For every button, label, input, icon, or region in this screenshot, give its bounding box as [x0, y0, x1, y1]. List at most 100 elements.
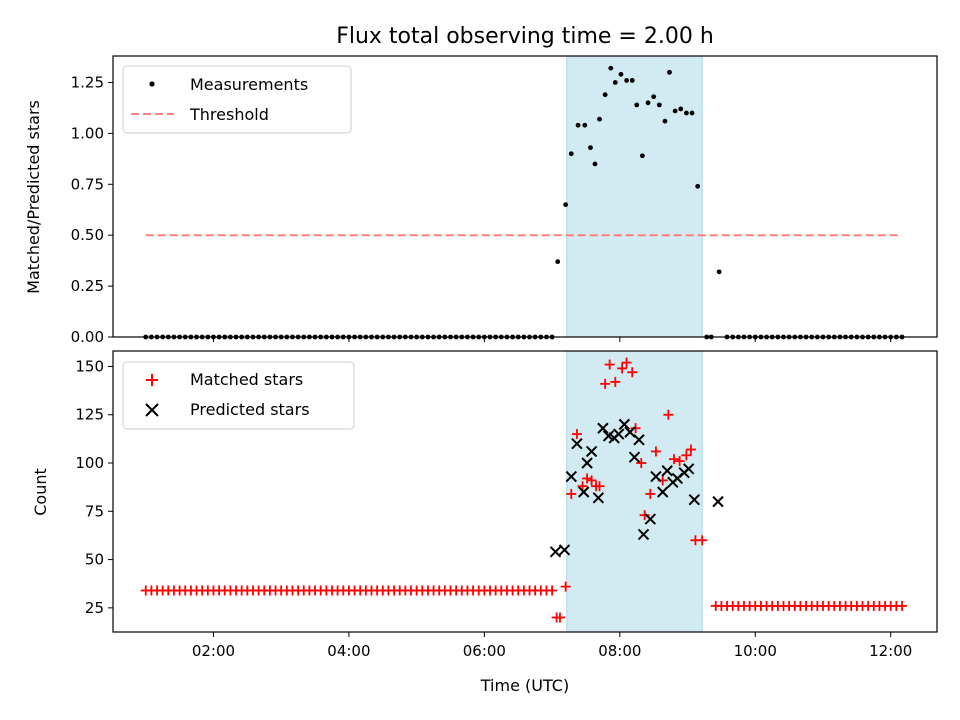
predicted-star-point — [657, 486, 669, 498]
measurement-point — [612, 80, 618, 85]
predicted-star-point — [612, 428, 625, 440]
matched-star-point — [582, 473, 593, 484]
predicted-star-point — [592, 492, 605, 504]
y-tick-label: 1.00 — [71, 124, 104, 142]
matched-star-point — [560, 581, 571, 592]
matched-star-point — [668, 454, 679, 465]
panel2-frame — [112, 350, 938, 633]
measurement-point — [689, 110, 695, 116]
measurement-point — [563, 202, 569, 208]
measurement-point — [575, 122, 581, 128]
matched-star-point — [650, 446, 661, 457]
matched-star-point — [681, 450, 692, 461]
predicted-legend-marker — [145, 403, 159, 417]
matched-star-point — [554, 612, 565, 623]
measurement-point — [588, 145, 593, 151]
predicted-legend-label: Predicted stars — [190, 400, 310, 419]
measurement-point — [608, 65, 614, 71]
x-tick-label: 06:00 — [463, 642, 506, 660]
panel1-frame — [112, 55, 938, 338]
predicted-star-point — [637, 528, 650, 541]
measurement-point — [716, 269, 722, 275]
matched-star-point — [621, 357, 632, 368]
matched-star-point — [897, 600, 908, 611]
matched-star-point — [663, 409, 674, 420]
measurement-point — [555, 259, 561, 265]
predicted-star-point — [633, 434, 645, 446]
matched-star-point — [610, 376, 621, 387]
y-tick-label: 150 — [75, 357, 104, 375]
measurement-point — [624, 78, 629, 83]
observing-window-band-lower — [566, 351, 703, 632]
measurement-point — [695, 183, 701, 189]
observing-window-rect — [566, 56, 703, 337]
matched-star-point — [639, 510, 650, 521]
y-tick-label: 1.25 — [71, 73, 104, 91]
matched-star-point — [571, 429, 582, 440]
y-tick-label: 25 — [85, 599, 104, 617]
measurement-point — [602, 92, 608, 98]
x-tick-label: 02:00 — [192, 642, 235, 660]
observing-window-rect — [566, 351, 703, 632]
panel1-legend-box — [122, 65, 352, 134]
measurement-point — [582, 122, 588, 128]
chart-title: Flux total observing time = 2.00 h — [336, 24, 714, 49]
predicted-star-point — [712, 495, 724, 508]
matched-star-point — [547, 585, 558, 596]
predicted-star-point — [577, 486, 590, 498]
measurement-point — [592, 161, 598, 167]
matched-star-point — [697, 535, 708, 546]
predicted-star-point — [549, 546, 562, 558]
predicted-star-point — [565, 470, 577, 483]
matched-star-point — [636, 458, 647, 469]
panel2-data — [140, 357, 908, 623]
panel2-xlabel: Time (UTC) — [480, 676, 569, 695]
matched-star-point — [645, 488, 656, 499]
x-tick-label: 04:00 — [327, 642, 370, 660]
measurement-point — [645, 100, 651, 106]
measurement-point — [651, 94, 657, 100]
measurement-point — [618, 71, 624, 77]
measurement-point — [639, 153, 645, 159]
matched-legend-marker — [146, 374, 158, 386]
matched-star-point — [594, 481, 605, 492]
predicted-star-point — [624, 426, 636, 438]
measurement-point — [678, 106, 684, 112]
panel2-ticks: 25 50 75 100 125 150 02:00 04:00 06:00 08:00 10:00… — [75, 357, 912, 660]
matched-star-point — [685, 444, 696, 455]
matched-legend-label: Matched stars — [190, 370, 303, 389]
y-tick-label: 125 — [75, 406, 104, 424]
measurement-point — [597, 116, 602, 122]
x-tick-label: 10:00 — [734, 642, 777, 660]
panel1-ticks: 0.00 0.25 0.50 0.75 1.00 1.25 — [71, 73, 892, 346]
predicted-star-point — [661, 465, 673, 477]
measurement-point — [568, 151, 574, 157]
measurement-point — [634, 102, 640, 108]
measurement-point — [656, 102, 662, 108]
predicted-star-point — [650, 470, 662, 483]
matched-star-point — [566, 488, 577, 499]
predicted-star-point — [558, 544, 571, 556]
measurement-point — [684, 110, 689, 116]
predicted-star-point — [581, 457, 593, 469]
measurement-point — [667, 69, 672, 75]
panel1-ylabel: Matched/Predicted stars — [24, 100, 43, 294]
x-tick-label: 12:00 — [869, 642, 912, 660]
threshold-legend-label: Threshold — [189, 105, 269, 124]
measurements-panel: 0.00 0.25 0.50 0.75 1.00 1.25 Matched/Predict… — [24, 55, 938, 346]
x-tick-label: 08:00 — [598, 642, 641, 660]
predicted-star-point — [688, 494, 701, 506]
y-tick-label: 0.25 — [71, 277, 104, 295]
matched-star-point — [674, 456, 685, 467]
predicted-star-point — [682, 463, 695, 475]
matched-star-point — [586, 475, 597, 486]
predicted-star-point — [628, 451, 641, 463]
matched-star-point — [604, 359, 615, 370]
predicted-star-point — [585, 445, 598, 458]
panel2-ylabel: Count — [31, 468, 50, 516]
y-tick-label: 75 — [85, 502, 104, 520]
observing-window-band — [566, 56, 703, 337]
predicted-star-point — [644, 513, 657, 525]
panel2-legend: Matched stars Predicted stars — [122, 361, 355, 430]
